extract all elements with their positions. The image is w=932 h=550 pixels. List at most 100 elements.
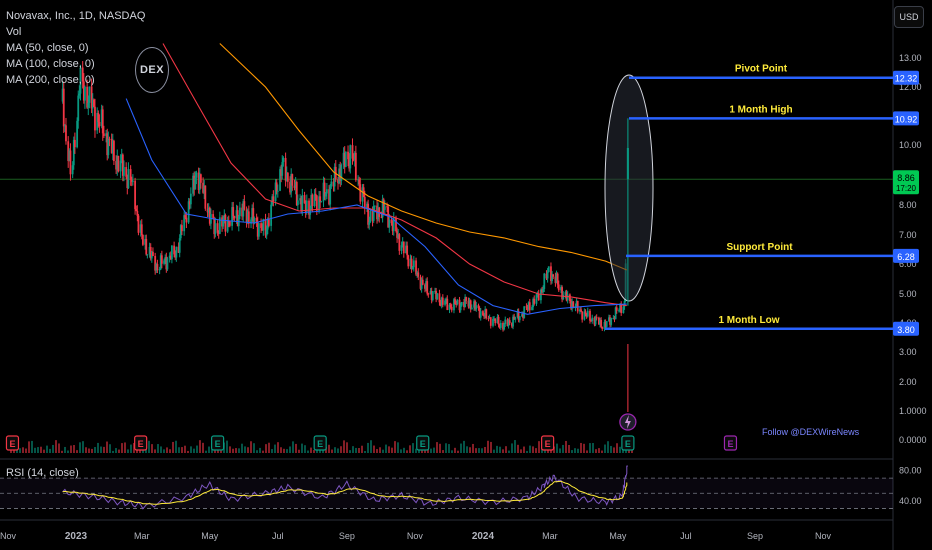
candle-body: [474, 301, 477, 310]
candle-body: [454, 299, 456, 304]
candle-body: [463, 301, 465, 308]
candle-body: [156, 264, 159, 271]
candle-body: [242, 201, 245, 217]
candle-body: [400, 245, 403, 251]
volume-bar: [379, 447, 381, 453]
volume-bar: [382, 449, 384, 453]
candle-body: [459, 305, 462, 311]
earnings-marker-label: E: [317, 439, 323, 449]
candle-body: [308, 200, 310, 215]
candle-body: [532, 298, 535, 308]
candle-body: [260, 223, 262, 228]
candle-body: [145, 238, 148, 255]
legend-vol: Vol: [6, 26, 22, 38]
volume-bar: [448, 444, 450, 453]
volume-bar: [526, 450, 528, 453]
volume-bar: [325, 447, 327, 453]
candle-body: [367, 203, 370, 225]
volume-bar: [73, 445, 75, 453]
currency-button[interactable]: USD: [894, 6, 924, 28]
candle-body: [276, 190, 279, 192]
candle-body: [319, 196, 322, 203]
candle-body: [289, 181, 291, 193]
candle-body: [613, 317, 616, 320]
candle-body: [286, 172, 289, 182]
y-tick-label: 10.00: [899, 140, 922, 150]
candle-body: [261, 227, 264, 231]
candle-body: [583, 311, 586, 320]
volume-bar: [388, 446, 390, 453]
candle-body: [619, 304, 621, 311]
candle-body: [243, 201, 246, 210]
candle-body: [458, 299, 461, 311]
candle-body: [599, 319, 601, 325]
volume-bar: [376, 449, 378, 453]
candle-body: [470, 307, 473, 310]
volume-bar: [157, 444, 159, 453]
candle-body: [391, 223, 394, 232]
candle-body: [149, 246, 152, 259]
volume-bar: [244, 446, 246, 453]
candle-body: [419, 276, 422, 289]
candle-body: [605, 321, 608, 327]
candle-body: [110, 138, 113, 154]
volume-bar: [457, 450, 459, 453]
earnings-marker: [211, 435, 225, 451]
volume-bar: [142, 449, 144, 453]
volume-bar: [55, 440, 57, 453]
candle-body: [177, 246, 180, 253]
level-label: 1 Month Low: [718, 315, 779, 326]
volume-bar: [133, 443, 135, 453]
candle-body: [508, 320, 511, 324]
candle-body: [594, 317, 597, 325]
candle-body: [584, 311, 587, 314]
candle-body: [270, 204, 273, 226]
x-tick-label: May: [201, 531, 219, 541]
legend-ma50: MA (50, close, 0): [6, 42, 89, 54]
candle-body: [88, 86, 91, 103]
candle-body: [542, 288, 545, 293]
candle-body: [402, 241, 405, 254]
volume-bar: [31, 440, 33, 453]
volume-bar: [34, 447, 36, 453]
y-tick-label: 8.00: [899, 200, 917, 210]
volume-bar: [607, 441, 609, 453]
earnings-marker-label: E: [545, 439, 551, 449]
candle-body: [284, 157, 287, 181]
volume-bar: [94, 447, 96, 453]
volume-bar: [229, 446, 231, 453]
candle-body: [482, 311, 484, 316]
volume-bar: [85, 447, 87, 453]
candle-body: [598, 317, 600, 325]
candle-body: [522, 314, 524, 318]
candle-body: [444, 300, 446, 305]
candle-body: [125, 167, 128, 177]
candle-body: [396, 231, 399, 238]
candle-body: [181, 225, 183, 232]
candle-body: [517, 311, 520, 321]
candle-body: [324, 193, 327, 197]
volume-bar: [103, 446, 105, 453]
volume-bar: [160, 446, 162, 453]
candle-body: [262, 219, 265, 231]
candle-body: [246, 211, 249, 223]
legend-ma100: MA (100, close, 0): [6, 58, 95, 70]
candle-body: [129, 169, 132, 180]
candle-body: [344, 151, 347, 167]
candle-body: [212, 214, 215, 219]
volume-bar: [187, 450, 189, 453]
volume-bar: [121, 443, 123, 453]
volume-bar: [463, 440, 465, 453]
candle-body: [174, 254, 177, 258]
volume-bar: [265, 444, 267, 453]
candle-body: [512, 316, 514, 327]
volume-bar: [442, 450, 444, 453]
candle-body: [436, 293, 439, 300]
candle-body: [528, 302, 531, 311]
candle-body: [213, 218, 216, 235]
candle-body: [160, 255, 163, 264]
candle-body: [556, 273, 559, 285]
candle-body: [187, 201, 190, 223]
y-tick-label: 12.00: [899, 82, 922, 92]
candle-body: [108, 138, 111, 140]
